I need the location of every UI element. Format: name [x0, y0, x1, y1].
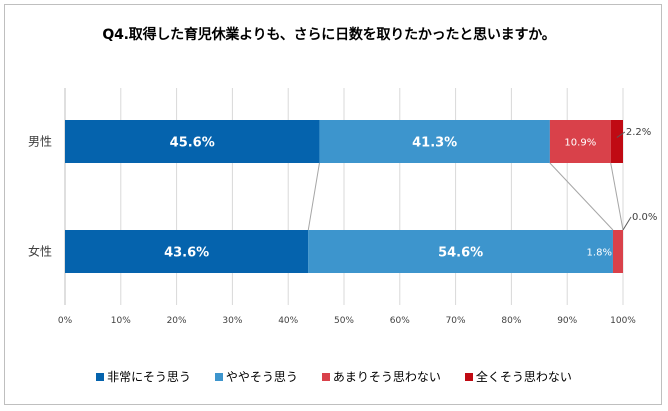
data-label: 54.6% [438, 246, 483, 261]
bar-segment [319, 120, 550, 163]
x-tick-label: 70% [446, 316, 466, 326]
data-label: 45.6% [170, 136, 215, 151]
data-label: 10.9% [564, 138, 596, 149]
label-leader-line [616, 131, 626, 138]
category-label: 女性 [28, 244, 52, 259]
bar-segment [65, 230, 309, 273]
bar-segment [549, 120, 611, 163]
data-label: 2.2% [626, 127, 651, 138]
x-tick-label: 30% [222, 316, 242, 326]
legend-swatch [464, 373, 473, 381]
legend-label: あまりそう思わない [332, 370, 441, 384]
series-connector-line [307, 162, 320, 231]
legend-item: 非常にそう思う [96, 368, 191, 385]
legend-label: ややそう思う [225, 370, 298, 384]
x-tick-label: 10% [111, 316, 131, 326]
x-tick-label: 60% [390, 316, 410, 326]
data-label: 43.6% [164, 246, 209, 261]
legend: 非常にそう思う ややそう思う あまりそう思わない 全くそう思わない [0, 368, 668, 385]
data-label: 0.0% [632, 212, 657, 223]
chart-frame [4, 4, 662, 405]
x-tick-label: 80% [501, 316, 521, 326]
bar-segment [308, 230, 613, 273]
label-leader-line [622, 216, 632, 231]
legend-item: 全くそう思わない [464, 368, 572, 385]
legend-label: 非常にそう思う [107, 370, 191, 384]
legend-swatch [214, 373, 223, 381]
bar-segment [612, 230, 623, 273]
legend-item: あまりそう思わない [321, 368, 441, 385]
legend-swatch [96, 373, 105, 381]
bar-segment [610, 120, 623, 163]
x-tick-label: 50% [334, 316, 354, 326]
x-tick-label: 20% [167, 316, 187, 326]
x-tick-label: 0% [58, 316, 73, 326]
series-connector-line [610, 162, 624, 231]
series-connector-line [549, 162, 614, 231]
chart-title: Q4.取得した育児休業よりも、さらに日数を取りたかったと思いますか。 [102, 27, 556, 43]
legend-item: ややそう思う [214, 368, 298, 385]
legend-label: 全くそう思わない [475, 370, 572, 384]
legend-swatch [321, 373, 330, 381]
x-tick-label: 100% [610, 316, 636, 326]
x-tick-label: 90% [557, 316, 577, 326]
category-label: 男性 [28, 135, 52, 149]
data-label: 1.8% [587, 248, 612, 259]
bar-segment [65, 120, 320, 163]
data-label: 41.3% [412, 136, 457, 151]
x-tick-label: 40% [278, 316, 298, 326]
